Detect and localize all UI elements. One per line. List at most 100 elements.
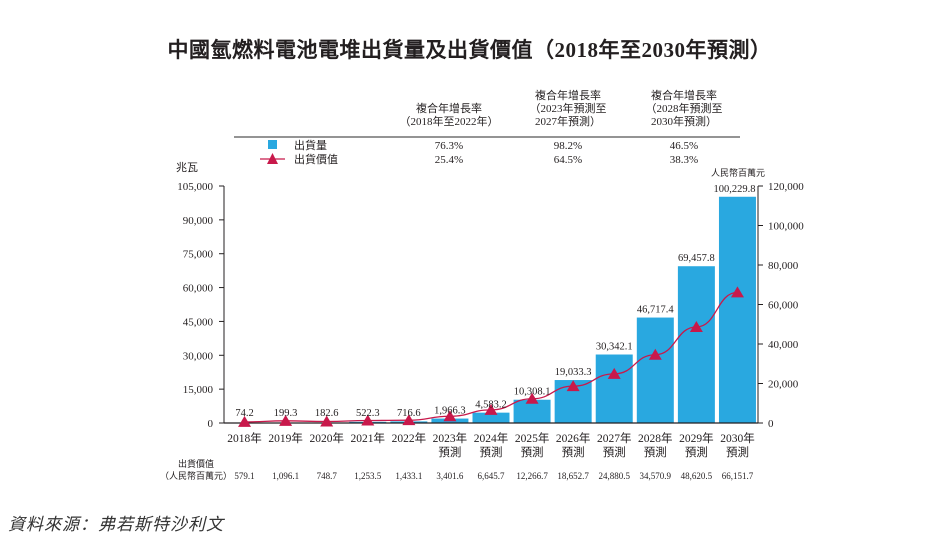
- x-tick-label: 2025年: [515, 431, 550, 445]
- x-tick-label: 2021年: [351, 431, 386, 445]
- x-tick-label: 預測: [603, 445, 626, 459]
- value-row-value: 12,266.7: [516, 471, 548, 481]
- cagr-header-0-line-0: 複合年增長率: [416, 101, 482, 115]
- legend-label-1: 出貨價值: [294, 152, 338, 166]
- value-marker: [402, 414, 416, 426]
- x-tick-label: 預測: [438, 445, 461, 459]
- x-tick-label: 預測: [644, 445, 667, 459]
- cagr-header-0-line-1: （2018年至2022年）: [400, 114, 499, 128]
- bar-value-label: 199.3: [274, 408, 298, 419]
- left-tick-label: 90,000: [183, 215, 214, 227]
- source-note: 資料來源：弗若斯特沙利文: [8, 515, 224, 534]
- left-tick-label: 15,000: [183, 384, 214, 396]
- cagr-header-2-line-2: 2030年預測）: [651, 114, 717, 128]
- value-row-label: 出貨價值: [178, 458, 214, 469]
- cagr-value: 46.5%: [670, 140, 698, 152]
- bar-value-label: 10,308.1: [514, 387, 551, 398]
- x-tick-label: 2029年: [679, 431, 714, 445]
- right-axis-label: 人民幣百萬元: [711, 167, 765, 178]
- x-tick-label: 預測: [726, 445, 749, 459]
- x-tick-label: 2028年: [638, 431, 673, 445]
- bar-value-label: 30,342.1: [596, 342, 633, 353]
- x-tick-label: 2019年: [268, 431, 303, 445]
- x-tick-label: 預測: [521, 445, 544, 459]
- right-tick-label: 80,000: [768, 260, 799, 272]
- value-marker: [320, 415, 334, 427]
- value-marker: [689, 320, 703, 332]
- chart-title: 中國氫燃料電池電堆出貨量及出貨價值（2018年至2030年預測）: [167, 38, 772, 62]
- value-marker: [238, 415, 252, 427]
- right-tick-label: 40,000: [768, 339, 799, 351]
- legend-label-0: 出貨量: [294, 138, 327, 152]
- value-marker: [279, 414, 293, 426]
- value-marker: [648, 348, 662, 360]
- bar: [718, 196, 756, 423]
- value-row-value: 66,151.7: [722, 471, 754, 481]
- left-tick-label: 60,000: [183, 283, 214, 295]
- cagr-header-1-line-2: 2027年預測）: [535, 114, 601, 128]
- bar: [595, 354, 633, 423]
- x-tick-label: 2018年: [227, 431, 262, 445]
- left-tick-label: 45,000: [183, 316, 214, 328]
- right-tick-label: 60,000: [768, 300, 799, 312]
- value-marker: [607, 367, 621, 379]
- right-tick-label: 100,000: [768, 221, 804, 233]
- cagr-header-2-line-0: 複合年增長率: [651, 88, 717, 102]
- bar: [636, 317, 674, 423]
- bar-value-label: 19,033.3: [555, 367, 592, 378]
- value-row-value: 18,652.7: [557, 471, 589, 481]
- x-tick-label: 2026年: [556, 431, 591, 445]
- bar-value-label: 182.6: [315, 408, 339, 419]
- x-tick-label: 預測: [480, 445, 503, 459]
- x-tick-label: 2022年: [392, 431, 427, 445]
- right-tick-label: 120,000: [768, 181, 804, 193]
- x-tick-label: 預測: [685, 445, 708, 459]
- value-row-value: 3,401.6: [436, 471, 464, 481]
- x-tick-label: 2030年: [720, 431, 755, 445]
- bar-value-label: 1,966.3: [434, 406, 466, 417]
- right-tick-label: 20,000: [768, 379, 799, 391]
- value-row-unit: （人民幣百萬元）: [160, 470, 232, 481]
- bar: [513, 399, 551, 423]
- value-marker: [730, 286, 744, 298]
- x-tick-label: 2024年: [474, 431, 509, 445]
- left-tick-label: 75,000: [183, 249, 214, 261]
- value-row-value: 48,620.5: [681, 471, 713, 481]
- bar: [677, 266, 715, 423]
- left-tick-label: 0: [208, 418, 214, 430]
- value-row-value: 34,570.9: [640, 471, 672, 481]
- value-row-value: 748.7: [317, 471, 338, 481]
- x-tick-label: 預測: [562, 445, 585, 459]
- value-marker: [566, 380, 580, 392]
- bar-value-label: 74.2: [235, 408, 253, 419]
- bar-value-label: 46,717.4: [637, 305, 675, 316]
- value-row-value: 24,880.5: [598, 471, 630, 481]
- bar-value-label: 716.6: [397, 408, 421, 419]
- left-tick-label: 30,000: [183, 350, 214, 362]
- cagr-value: 64.5%: [554, 154, 582, 166]
- cagr-header-2-line-1: （2028年預測至: [646, 101, 723, 115]
- left-axis-label: 兆瓦: [176, 161, 198, 174]
- value-marker: [361, 414, 375, 426]
- bar-value-label: 100,229.8: [713, 184, 755, 195]
- value-row-value: 1,096.1: [272, 471, 299, 481]
- left-tick-label: 105,000: [177, 181, 213, 193]
- value-row-value: 6,645.7: [478, 471, 506, 481]
- value-row-value: 1,433.1: [395, 471, 422, 481]
- bar: [472, 412, 510, 423]
- x-tick-label: 2027年: [597, 431, 632, 445]
- cagr-value: 38.3%: [670, 154, 698, 166]
- cagr-header-1-line-0: 複合年增長率: [535, 88, 601, 102]
- bar-value-label: 4,583.2: [475, 400, 507, 411]
- bar-value-label: 69,457.8: [678, 253, 715, 264]
- value-marker: [443, 410, 457, 422]
- value-marker: [484, 403, 498, 415]
- value-marker: [525, 392, 539, 404]
- value-row-value: 1,253.5: [354, 471, 382, 481]
- cagr-value: 76.3%: [435, 140, 463, 152]
- cagr-header-1-line-1: （2023年預測至: [530, 101, 607, 115]
- x-tick-label: 2020年: [309, 431, 344, 445]
- x-tick-label: 2023年: [433, 431, 468, 445]
- cagr-value: 25.4%: [435, 154, 463, 166]
